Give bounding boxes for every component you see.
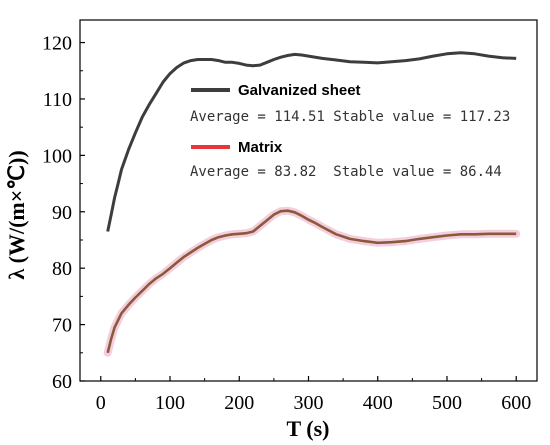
x-tick-label: 500 (432, 392, 462, 414)
legend-label-galvanized: Galvanized sheet (238, 82, 361, 99)
x-tick-label: 400 (363, 392, 393, 414)
legend-label-matrix: Matrix (238, 139, 283, 156)
plot-layer (103, 51, 521, 357)
y-tick-label: 100 (42, 145, 72, 167)
y-tick-label: 90 (52, 202, 72, 224)
x-tick-label: 200 (224, 392, 254, 414)
y-tick-label: 80 (52, 258, 72, 280)
y-tick-label: 60 (52, 371, 72, 393)
annotation-matrix: Average = 83.82 Stable value = 86.44 (190, 164, 502, 180)
y-tick-label: 120 (42, 33, 72, 55)
legend: Galvanized sheet Average = 114.51 Stable… (190, 82, 510, 180)
x-axis-title: T (s) (287, 416, 330, 441)
y-axis-title: λ (W/(m×℃)) (4, 150, 29, 279)
axis-layer: 0 100 200 300 400 500 600 60 70 80 90 100 110 120 (42, 19, 538, 414)
x-tick-label: 100 (155, 392, 185, 414)
x-tick-label: 600 (501, 392, 531, 414)
annotation-galvanized: Average = 114.51 Stable value = 117.23 (190, 109, 510, 125)
series-matrix-halo (103, 206, 521, 357)
x-tick-label: 0 (96, 392, 106, 414)
y-tick-label: 70 (52, 315, 72, 337)
y-tick-label: 110 (43, 89, 72, 111)
plot-frame (79, 19, 538, 382)
series-matrix-line (106, 209, 517, 354)
series-galvanized-line (106, 51, 517, 232)
x-tick-label: 300 (294, 392, 324, 414)
